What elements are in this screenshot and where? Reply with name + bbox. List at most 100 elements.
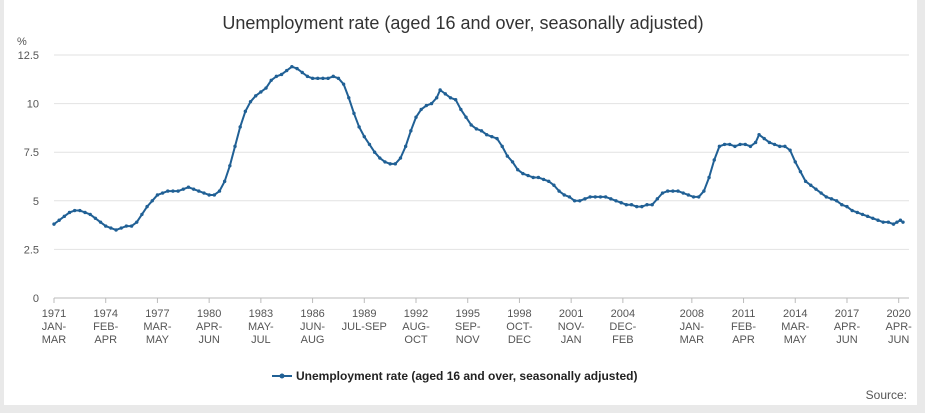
data-point[interactable]: [393, 162, 398, 166]
data-point[interactable]: [469, 123, 473, 127]
data-point[interactable]: [448, 96, 453, 100]
data-point[interactable]: [865, 214, 870, 219]
data-point[interactable]: [547, 179, 551, 184]
data-point[interactable]: [300, 70, 304, 75]
data-point[interactable]: [140, 212, 144, 217]
data-point[interactable]: [72, 208, 77, 213]
data-point[interactable]: [253, 94, 258, 98]
data-point[interactable]: [814, 187, 818, 191]
data-point[interactable]: [772, 142, 777, 147]
data-point[interactable]: [691, 195, 696, 199]
data-point[interactable]: [409, 129, 413, 133]
data-point[interactable]: [809, 183, 813, 187]
data-point[interactable]: [88, 212, 92, 217]
data-point[interactable]: [516, 168, 520, 172]
data-point[interactable]: [424, 103, 429, 108]
data-point[interactable]: [362, 134, 366, 139]
data-point[interactable]: [531, 175, 535, 180]
data-point[interactable]: [124, 224, 129, 228]
data-point[interactable]: [624, 202, 629, 207]
data-point[interactable]: [767, 140, 772, 145]
data-point[interactable]: [886, 220, 891, 224]
data-point[interactable]: [321, 76, 325, 81]
data-point[interactable]: [443, 92, 448, 96]
data-point[interactable]: [238, 125, 242, 129]
data-point[interactable]: [609, 197, 613, 201]
data-point[interactable]: [798, 169, 803, 174]
data-point[interactable]: [738, 142, 742, 147]
data-point[interactable]: [722, 142, 727, 147]
data-point[interactable]: [876, 218, 880, 222]
data-point[interactable]: [552, 183, 556, 187]
data-point[interactable]: [326, 76, 330, 81]
data-point[interactable]: [640, 204, 644, 209]
data-point[interactable]: [901, 220, 905, 224]
data-point[interactable]: [788, 148, 792, 152]
data-point[interactable]: [186, 185, 191, 189]
data-point[interactable]: [645, 202, 649, 207]
data-point[interactable]: [259, 90, 263, 94]
data-point[interactable]: [316, 76, 320, 81]
data-point[interactable]: [181, 187, 185, 191]
data-point[interactable]: [891, 222, 896, 226]
data-point[interactable]: [429, 101, 434, 106]
data-point[interactable]: [671, 189, 675, 193]
data-point[interactable]: [840, 202, 844, 207]
data-point[interactable]: [634, 204, 639, 209]
data-point[interactable]: [500, 144, 504, 149]
data-point[interactable]: [352, 111, 356, 116]
data-point[interactable]: [603, 195, 608, 199]
data-point[interactable]: [510, 160, 515, 164]
data-point[interactable]: [697, 195, 701, 199]
data-point[interactable]: [474, 127, 479, 131]
data-point[interactable]: [398, 156, 403, 160]
data-point[interactable]: [222, 179, 227, 184]
data-point[interactable]: [93, 216, 98, 220]
data-point[interactable]: [676, 189, 680, 193]
data-point[interactable]: [290, 64, 294, 69]
data-point[interactable]: [212, 193, 217, 197]
legend[interactable]: Unemployment rate (aged 16 and over, sea…: [272, 369, 637, 383]
data-point[interactable]: [378, 156, 382, 160]
data-point[interactable]: [248, 99, 253, 104]
data-point[interactable]: [660, 191, 665, 195]
data-point[interactable]: [357, 125, 361, 129]
data-point[interactable]: [310, 76, 315, 81]
data-point[interactable]: [881, 220, 885, 224]
data-point[interactable]: [305, 74, 310, 79]
data-point[interactable]: [109, 226, 113, 230]
data-point[interactable]: [274, 74, 279, 79]
data-point[interactable]: [135, 220, 139, 224]
data-point[interactable]: [98, 220, 103, 224]
data-point[interactable]: [593, 195, 597, 199]
data-point[interactable]: [728, 142, 732, 147]
data-point[interactable]: [191, 187, 196, 191]
data-point[interactable]: [583, 197, 587, 201]
data-point[interactable]: [367, 142, 372, 147]
data-point[interactable]: [819, 191, 823, 195]
data-point[interactable]: [403, 144, 408, 149]
data-point[interactable]: [453, 98, 458, 102]
data-point[interactable]: [717, 144, 722, 149]
data-point[interactable]: [145, 204, 149, 209]
data-point[interactable]: [295, 66, 299, 71]
data-point[interactable]: [383, 160, 387, 164]
data-point[interactable]: [435, 96, 439, 100]
data-point[interactable]: [712, 158, 716, 162]
data-point[interactable]: [114, 228, 118, 232]
data-point[interactable]: [438, 88, 442, 92]
data-point[interactable]: [572, 199, 577, 203]
data-point[interactable]: [541, 177, 546, 182]
data-point[interactable]: [783, 144, 787, 149]
data-point[interactable]: [419, 107, 423, 112]
data-point[interactable]: [129, 224, 134, 228]
data-point[interactable]: [824, 195, 828, 199]
data-point[interactable]: [526, 173, 530, 178]
data-point[interactable]: [619, 201, 623, 205]
data-point[interactable]: [217, 189, 222, 193]
data-point[interactable]: [681, 191, 685, 195]
data-point[interactable]: [733, 144, 737, 149]
data-point[interactable]: [279, 72, 284, 77]
data-point[interactable]: [388, 162, 392, 166]
data-point[interactable]: [269, 78, 273, 82]
